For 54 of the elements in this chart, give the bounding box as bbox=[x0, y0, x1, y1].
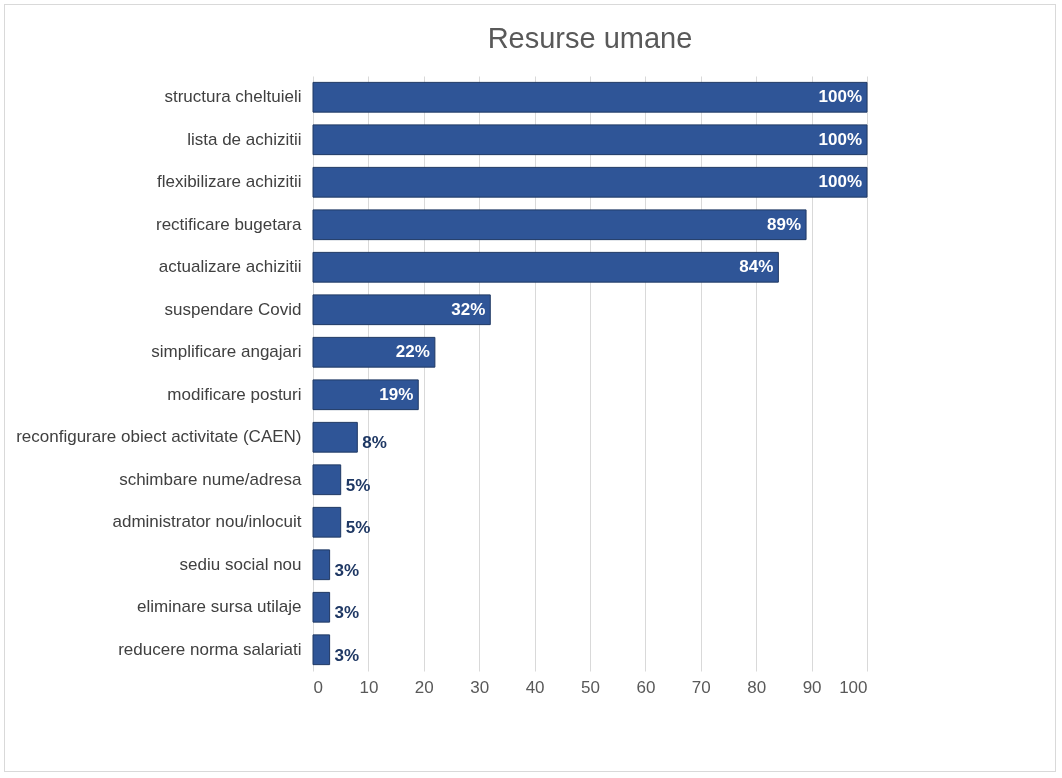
bar bbox=[312, 464, 342, 496]
x-tick-label: 70 bbox=[691, 677, 711, 697]
data-label: 100% bbox=[818, 172, 862, 192]
bar bbox=[312, 81, 868, 113]
bar bbox=[312, 124, 868, 156]
y-tick-label: sediu social nou bbox=[179, 554, 302, 574]
y-tick-label: administrator nou/inlocuit bbox=[112, 512, 302, 532]
x-tick-label: 60 bbox=[636, 677, 656, 697]
bar bbox=[312, 591, 331, 623]
bar bbox=[312, 336, 436, 368]
y-tick-label: modificare posturi bbox=[167, 384, 302, 404]
y-tick-label: lista de achizitii bbox=[187, 129, 302, 149]
data-label: 84% bbox=[739, 257, 774, 277]
data-label: 100% bbox=[818, 129, 862, 149]
x-tick-label: 100 bbox=[839, 677, 868, 697]
y-tick-label: suspendare Covid bbox=[164, 299, 302, 319]
bar bbox=[312, 294, 491, 326]
y-tick-label: simplificare angajari bbox=[151, 342, 302, 362]
bar bbox=[312, 251, 779, 283]
x-tick-label: 40 bbox=[525, 677, 545, 697]
bar bbox=[312, 634, 331, 666]
data-label: 89% bbox=[767, 214, 802, 234]
bar bbox=[312, 209, 807, 241]
data-label: 22% bbox=[395, 342, 430, 362]
data-label: 100% bbox=[818, 87, 862, 107]
y-tick-label: eliminare sursa utilaje bbox=[137, 597, 302, 617]
data-label: 8% bbox=[362, 433, 387, 453]
y-tick-label: rectificare bugetara bbox=[155, 214, 303, 234]
x-tick-label: 20 bbox=[414, 677, 434, 697]
data-label: 5% bbox=[345, 475, 371, 495]
y-tick-label: schimbare nume/adresa bbox=[119, 469, 303, 489]
bar bbox=[312, 166, 868, 198]
data-label: 3% bbox=[334, 603, 360, 623]
data-label: 3% bbox=[334, 645, 360, 665]
bar bbox=[312, 506, 342, 538]
data-label: 19% bbox=[379, 384, 414, 404]
x-tick-label: 80 bbox=[747, 677, 767, 697]
y-tick-label: reconfigurare obiect activitate (CAEN) bbox=[16, 427, 302, 447]
bar bbox=[312, 549, 331, 581]
x-tick-label: 30 bbox=[470, 677, 490, 697]
data-label: 32% bbox=[451, 299, 486, 319]
x-tick-label: 50 bbox=[581, 677, 600, 697]
bar bbox=[312, 379, 419, 411]
x-tick-label: 10 bbox=[359, 677, 379, 697]
y-tick-label: structura cheltuieli bbox=[164, 87, 302, 107]
bar bbox=[312, 421, 358, 453]
data-label: 5% bbox=[345, 518, 371, 538]
chart-title: Resurse umane bbox=[487, 22, 693, 54]
y-tick-label: actualizare achizitii bbox=[158, 257, 302, 277]
y-tick-label: flexibilizare achizitii bbox=[156, 172, 302, 192]
y-tick-label: reducere norma salariati bbox=[118, 639, 302, 659]
x-tick-label: 90 bbox=[802, 677, 822, 697]
x-tick-label: 0 bbox=[313, 677, 323, 697]
data-label: 3% bbox=[334, 560, 360, 580]
